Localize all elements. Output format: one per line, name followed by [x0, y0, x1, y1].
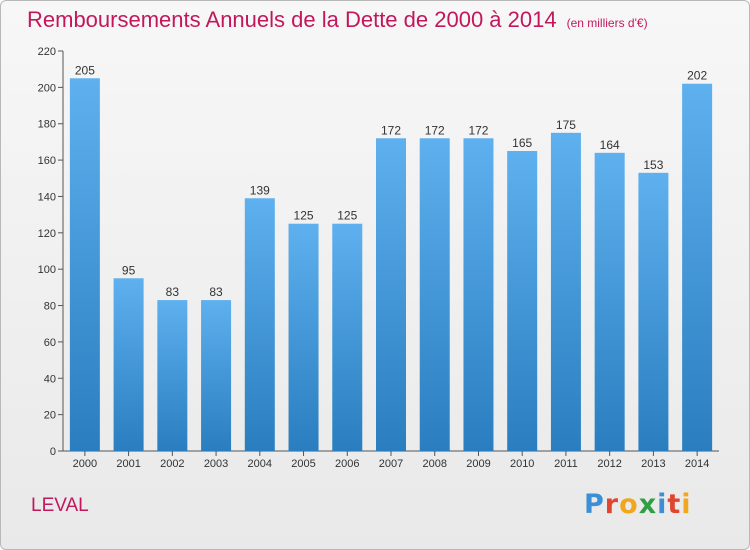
chart-title-block: Remboursements Annuels de la Dette de 20…: [27, 7, 648, 33]
logo-letter: P: [584, 489, 605, 520]
x-tick-label: 2003: [204, 458, 228, 470]
bars: [69, 78, 713, 452]
value-labels: 205 95 83 83 139 125 125 172 172 172 165 175 164 153 2…: [75, 63, 708, 299]
y-tick-label: 80: [44, 301, 56, 313]
x-tick-label: 2010: [510, 458, 534, 470]
data-label: 175: [556, 118, 576, 132]
bar-2001: [113, 278, 144, 451]
bar-2002: [157, 300, 188, 451]
chart-title: Remboursements Annuels de la Dette de 20…: [27, 7, 557, 32]
data-label: 205: [75, 63, 95, 77]
y-tick-label: 100: [38, 264, 56, 276]
x-tick-label: 2008: [422, 458, 446, 470]
x-tick-label: 2007: [379, 458, 403, 470]
x-tick-label: 2005: [291, 458, 315, 470]
bar-2008: [419, 138, 450, 452]
y-tick-label: 160: [38, 155, 56, 167]
proxiti-logo[interactable]: Proxiti: [584, 489, 692, 520]
logo-letter: o: [619, 489, 639, 520]
unit-note: (en milliers d'€): [566, 16, 648, 30]
data-label: 164: [600, 138, 620, 152]
data-label: 172: [381, 123, 401, 137]
data-label: 202: [687, 69, 707, 83]
x-tick-label: 2002: [160, 458, 184, 470]
data-label: 125: [294, 209, 314, 223]
data-label: 83: [209, 285, 223, 299]
bar-2003: [201, 300, 232, 451]
bar-2005: [288, 223, 319, 451]
y-axis: 0 20 40 60 80 100 120 140 160 180 200 220: [38, 46, 64, 458]
x-tick-label: 2014: [685, 458, 709, 470]
data-label: 95: [122, 263, 136, 277]
bar-2009: [463, 138, 494, 452]
data-label: 165: [512, 136, 532, 150]
x-tick-label: 2000: [73, 458, 97, 470]
data-label: 172: [468, 123, 488, 137]
x-tick-label: 2013: [641, 458, 665, 470]
bar-2010: [507, 151, 538, 451]
x-tick-label: 2006: [335, 458, 359, 470]
bar-2014: [682, 83, 713, 452]
data-label: 125: [337, 209, 357, 223]
y-tick-label: 200: [38, 82, 56, 94]
y-tick-label: 60: [44, 337, 56, 349]
y-tick-label: 220: [38, 46, 56, 58]
data-label: 139: [250, 183, 270, 197]
logo-letter: x: [638, 489, 658, 520]
data-label: 153: [643, 158, 663, 172]
y-tick-label: 180: [38, 119, 56, 131]
data-label: 172: [425, 123, 445, 137]
bar-2000: [69, 78, 100, 451]
logo-letter: i: [657, 489, 668, 520]
y-tick-label: 140: [38, 191, 56, 203]
x-axis: 2000 2001 2002 2003 2004 2005 2006 2007 2008 2009…: [63, 450, 719, 470]
bar-2007: [376, 138, 406, 452]
commune-name: LEVAL: [31, 495, 89, 516]
logo-letter: t: [667, 489, 682, 520]
bar-2006: [332, 223, 363, 451]
bar-2011: [550, 132, 581, 451]
x-tick-label: 2004: [248, 458, 272, 470]
bar-2004: [244, 198, 275, 451]
y-tick-label: 120: [38, 228, 56, 240]
logo-letter: r: [604, 489, 620, 520]
x-tick-label: 2009: [466, 458, 490, 470]
y-tick-label: 20: [44, 410, 56, 422]
y-tick-label: 40: [44, 373, 56, 385]
bar-2012: [594, 152, 625, 451]
bar-2013: [638, 172, 669, 451]
logo-letter: i: [681, 489, 692, 520]
x-tick-label: 2011: [554, 458, 578, 470]
y-tick-label: 0: [50, 446, 56, 458]
x-tick-label: 2001: [116, 458, 140, 470]
data-label: 83: [166, 285, 180, 299]
x-tick-label: 2012: [597, 458, 621, 470]
